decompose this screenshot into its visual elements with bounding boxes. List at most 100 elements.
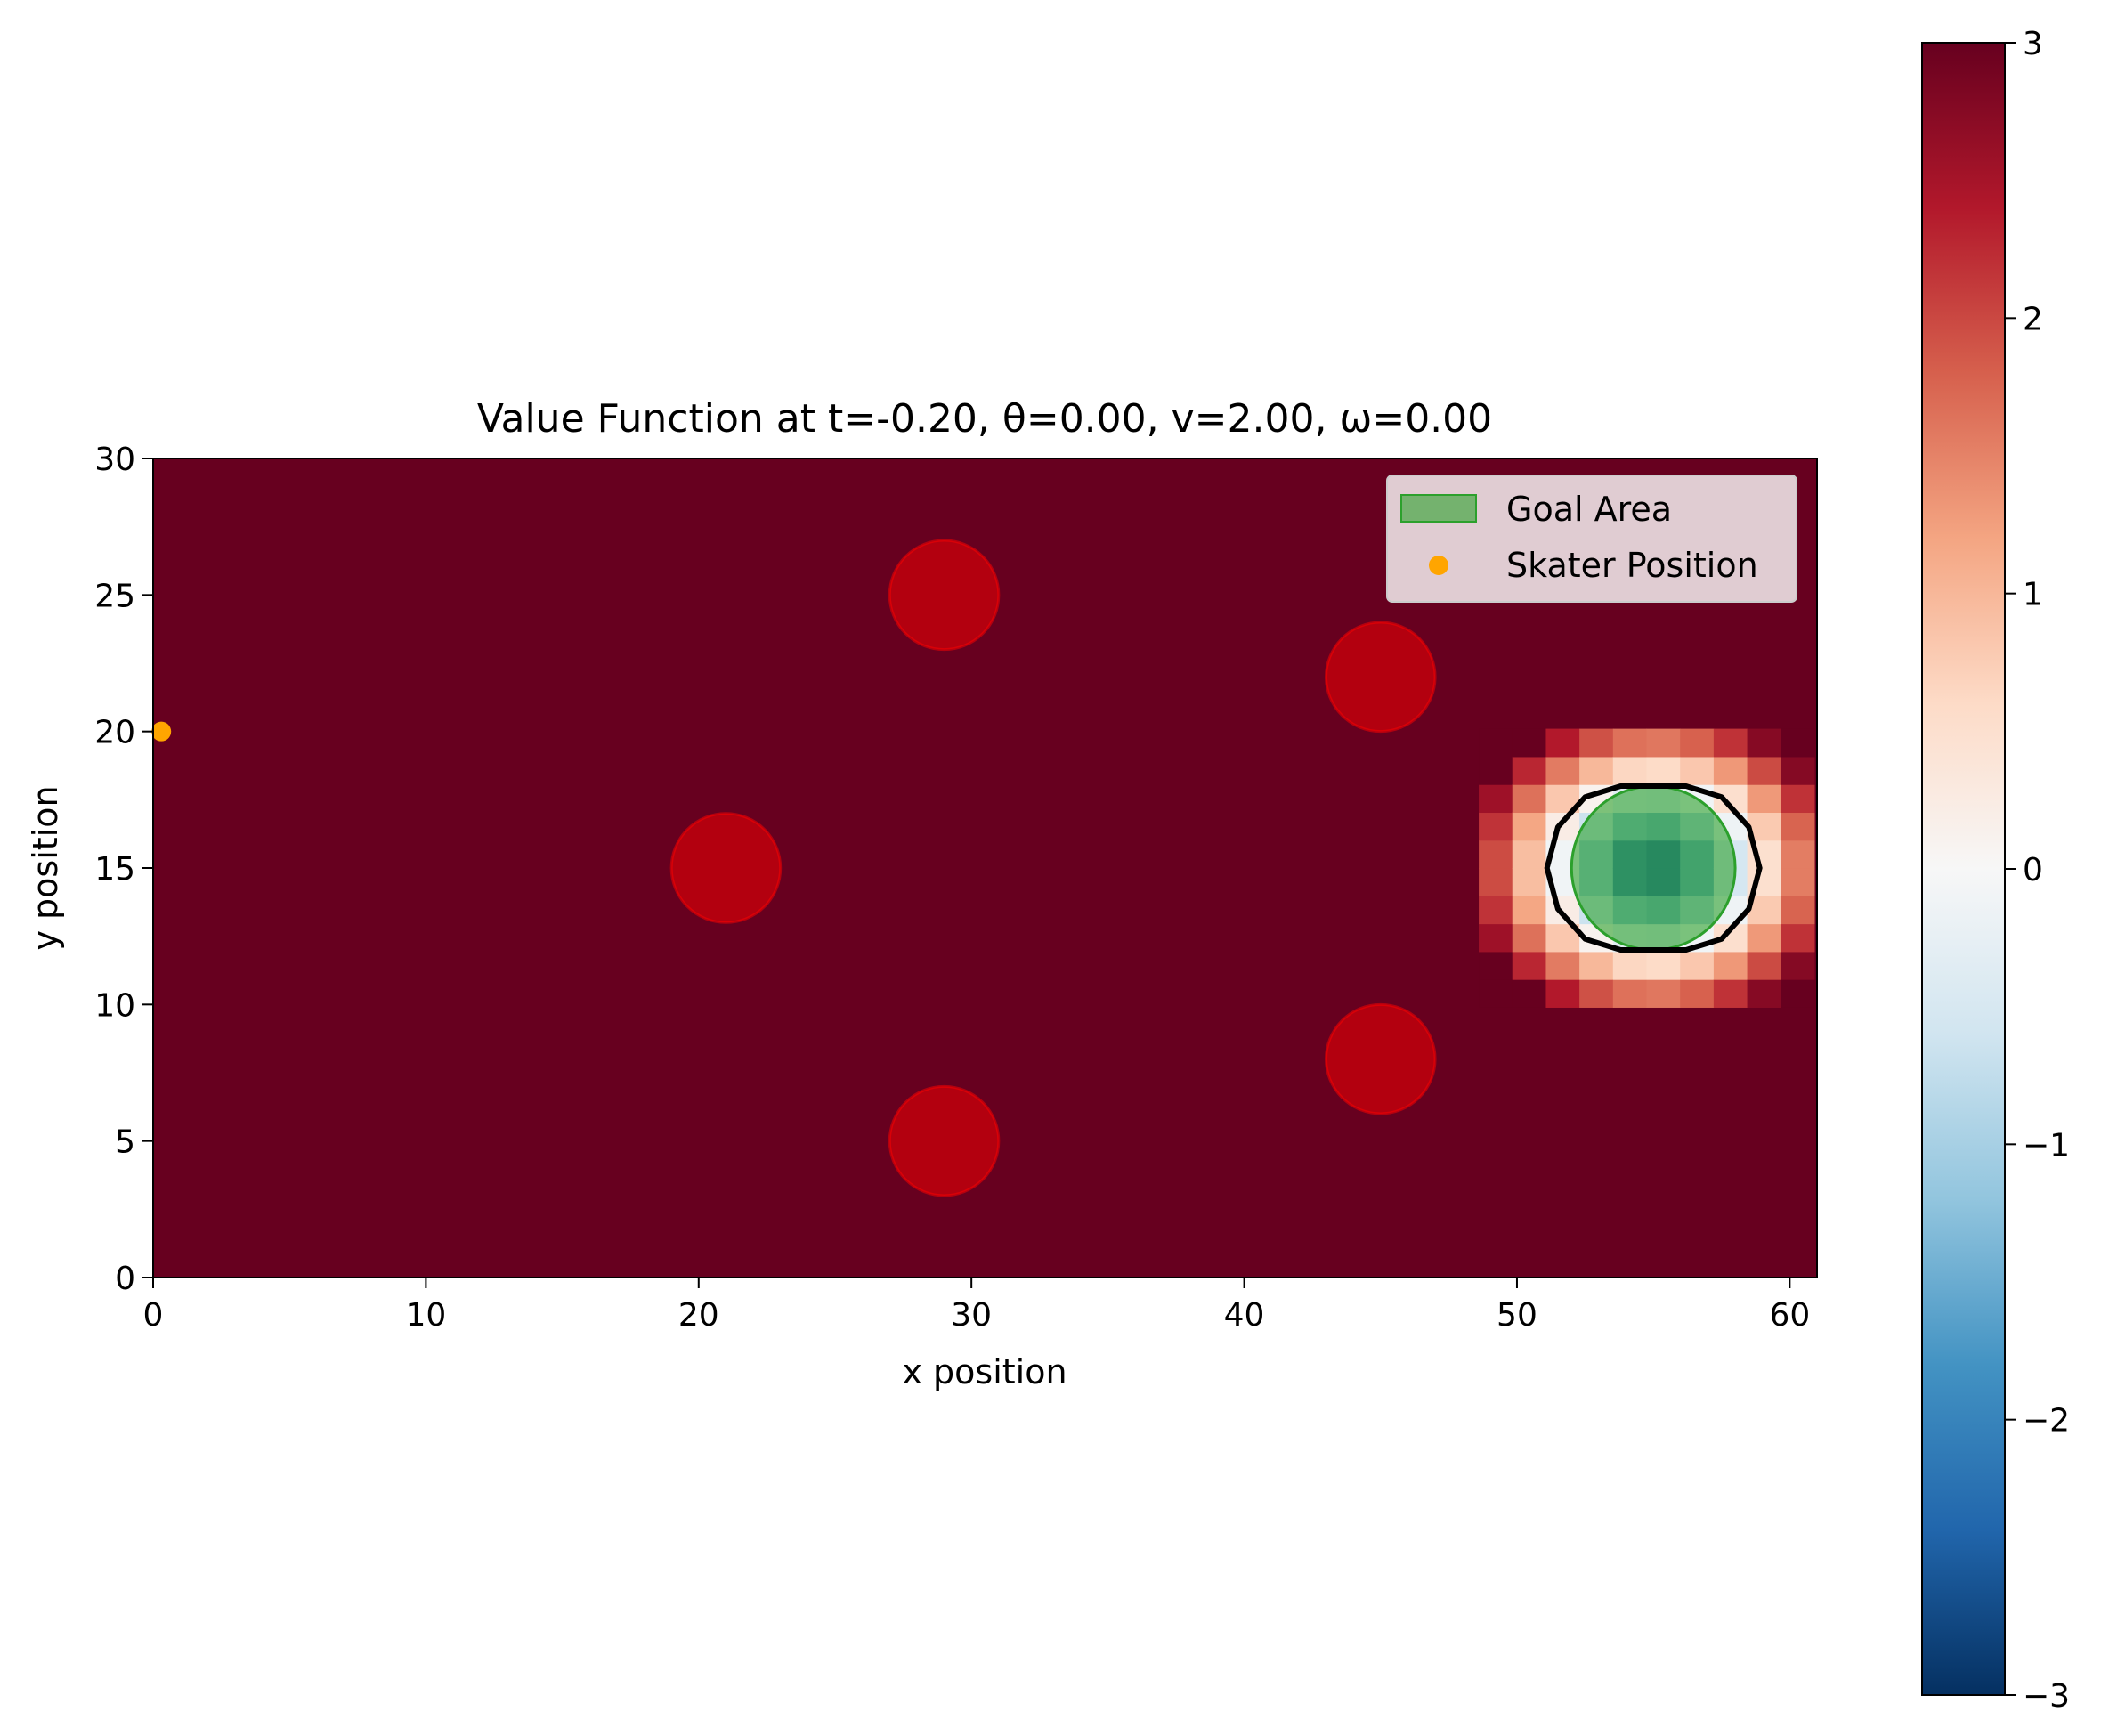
y-tick-label: 10 bbox=[94, 987, 135, 1024]
x-tick-label: 60 bbox=[1769, 1297, 1810, 1334]
heatmap-cell bbox=[1545, 896, 1580, 925]
colorbar-tick-label: 3 bbox=[2023, 26, 2043, 62]
heatmap-cell bbox=[1781, 840, 1815, 869]
heatmap-cell bbox=[1479, 756, 1513, 785]
x-tick-label: 10 bbox=[405, 1297, 446, 1334]
heatmap-cell bbox=[1545, 812, 1580, 841]
heatmap-cell bbox=[1512, 923, 1547, 953]
heatmap-cell bbox=[1781, 896, 1815, 925]
heatmap-cell bbox=[1680, 756, 1715, 785]
colorbar-tick-label: −1 bbox=[2023, 1127, 2070, 1164]
legend-box bbox=[1386, 475, 1797, 603]
heatmap-cell bbox=[1646, 979, 1681, 1008]
heatmap-cell bbox=[1781, 728, 1815, 758]
heatmap-cell bbox=[1512, 840, 1547, 869]
x-tick-label: 50 bbox=[1497, 1297, 1537, 1334]
heatmap-cell bbox=[1646, 951, 1681, 980]
heatmap-cell bbox=[1479, 728, 1513, 758]
colorbar-tick-label: −2 bbox=[2023, 1403, 2070, 1440]
heatmap-cell bbox=[1680, 728, 1715, 758]
heatmap-cell bbox=[1545, 756, 1580, 785]
heatmap-cell bbox=[1781, 784, 1815, 814]
y-axis-label: y position bbox=[26, 785, 65, 950]
goal-layer bbox=[1570, 784, 1737, 952]
y-tick-label: 15 bbox=[94, 851, 135, 888]
heatmap-cell bbox=[1512, 728, 1547, 758]
heatmap-cell bbox=[1713, 951, 1748, 980]
y-axis-ticks: 0 5 10 15 20 25 30 bbox=[94, 442, 153, 1297]
colorbar-tick-label: −3 bbox=[2023, 1678, 2070, 1715]
heatmap-cell bbox=[1747, 923, 1781, 953]
heatmap-cell bbox=[1479, 784, 1513, 814]
heatmap-cell bbox=[1545, 951, 1580, 980]
heatmap-cell bbox=[1479, 951, 1513, 980]
obstacles bbox=[669, 539, 1437, 1197]
heatmap-cell bbox=[1512, 868, 1547, 896]
legend-goal-swatch bbox=[1400, 494, 1477, 523]
y-tick-label: 30 bbox=[94, 442, 135, 478]
heatmap-cell bbox=[1512, 784, 1547, 814]
x-tick-label: 20 bbox=[678, 1297, 719, 1334]
heatmap-cell bbox=[1612, 951, 1648, 980]
heatmap-cell bbox=[1747, 951, 1781, 980]
heatmap-cell bbox=[1512, 951, 1547, 980]
obstacle-circle bbox=[669, 812, 783, 924]
heatmap-cell bbox=[1479, 896, 1513, 925]
heatmap-cell bbox=[1579, 979, 1614, 1008]
heatmap-cell bbox=[1781, 979, 1815, 1008]
heatmap-cell bbox=[1747, 979, 1781, 1008]
legend-skater-label: Skater Position bbox=[1506, 546, 1758, 585]
colorbar-tick-label: 0 bbox=[2023, 852, 2043, 888]
heatmap-cell bbox=[1579, 951, 1614, 980]
heatmap-cell bbox=[1612, 979, 1648, 1008]
y-tick-label: 20 bbox=[94, 715, 135, 751]
skater-position-marker bbox=[151, 721, 172, 742]
heatmap-cell bbox=[1512, 979, 1547, 1008]
colorbar bbox=[1921, 42, 2006, 1696]
y-tick-label: 5 bbox=[115, 1124, 135, 1161]
heatmap-cell bbox=[1579, 728, 1614, 758]
heatmap-cell bbox=[1781, 923, 1815, 953]
legend-goal-label: Goal Area bbox=[1506, 490, 1672, 529]
obstacle-circle bbox=[888, 539, 1001, 652]
zero-level-contour bbox=[1544, 783, 1763, 953]
y-tick-label: 0 bbox=[115, 1261, 135, 1297]
x-tick-label: 30 bbox=[951, 1297, 992, 1334]
obstacle-circle bbox=[1324, 621, 1437, 734]
colorbar-tick-label: 1 bbox=[2023, 577, 2043, 613]
heatmap-cell bbox=[1479, 979, 1513, 1008]
heatmap-cell bbox=[1545, 728, 1580, 758]
legend-skater-marker bbox=[1429, 556, 1448, 575]
heatmap-cell bbox=[1781, 868, 1815, 896]
chart-title: Value Function at t=-0.20, θ=0.00, v=2.0… bbox=[477, 396, 1492, 442]
obstacle-circle bbox=[1324, 1002, 1437, 1115]
heatmap-cell bbox=[1646, 728, 1681, 758]
heatmap-cell bbox=[1479, 840, 1513, 869]
heatmap-cell bbox=[1545, 979, 1580, 1008]
heatmap-cell bbox=[1713, 728, 1748, 758]
heatmap-cell bbox=[1713, 756, 1748, 785]
heatmap-cell bbox=[1612, 756, 1648, 785]
x-axis-label: x position bbox=[902, 1352, 1067, 1391]
heatmap-cell bbox=[1512, 756, 1547, 785]
x-tick-label: 40 bbox=[1224, 1297, 1265, 1334]
heatmap-cell bbox=[1512, 896, 1547, 925]
colorbar-tick-label: 2 bbox=[2023, 301, 2043, 337]
heatmap-cell bbox=[1612, 728, 1648, 758]
heatmap-cell bbox=[1479, 868, 1513, 896]
heatmap-cell bbox=[1781, 756, 1815, 785]
heatmap-cell bbox=[1646, 756, 1681, 785]
heatmap-cell bbox=[1579, 756, 1614, 785]
heatmap-cell bbox=[1747, 756, 1781, 785]
heatmap-cell bbox=[1747, 728, 1781, 758]
heatmap-cell bbox=[1713, 979, 1748, 1008]
heatmap-cell bbox=[1781, 812, 1815, 841]
obstacle-circle bbox=[888, 1084, 1001, 1197]
legend: Goal Area Skater Position bbox=[1386, 475, 1797, 603]
heatmap-cell bbox=[1479, 923, 1513, 953]
y-tick-label: 25 bbox=[94, 578, 135, 614]
heatmap-cell bbox=[1747, 784, 1781, 814]
heatmap-cell bbox=[1512, 812, 1547, 841]
heatmap-cell bbox=[1680, 979, 1715, 1008]
heatmap-cell bbox=[1680, 951, 1715, 980]
